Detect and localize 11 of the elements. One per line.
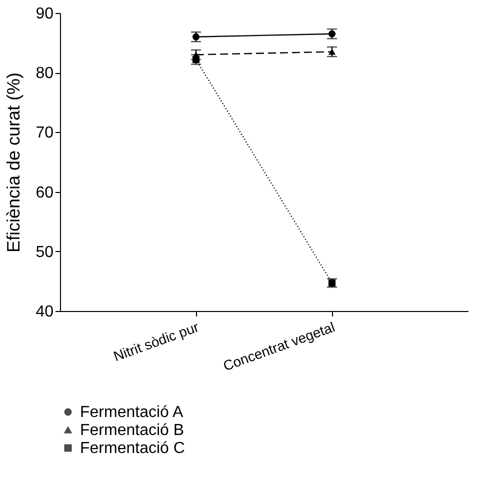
legend-label: Fermentació B bbox=[80, 422, 184, 439]
y-tick-label: 70 bbox=[36, 124, 54, 142]
legend-label: Fermentació A bbox=[80, 404, 184, 421]
y-tick-label: 40 bbox=[36, 304, 54, 320]
y-tick-label: 80 bbox=[36, 65, 54, 82]
y-tick-label: 90 bbox=[36, 6, 54, 22]
legend-label: Fermentació C bbox=[80, 440, 185, 457]
y-axis-title: Eficiència de curat (%) bbox=[4, 72, 24, 253]
x-tick-label: Nitrit sòdic pur bbox=[111, 318, 202, 364]
y-tick-label: 60 bbox=[36, 184, 54, 202]
y-tick-label: 50 bbox=[36, 244, 54, 261]
